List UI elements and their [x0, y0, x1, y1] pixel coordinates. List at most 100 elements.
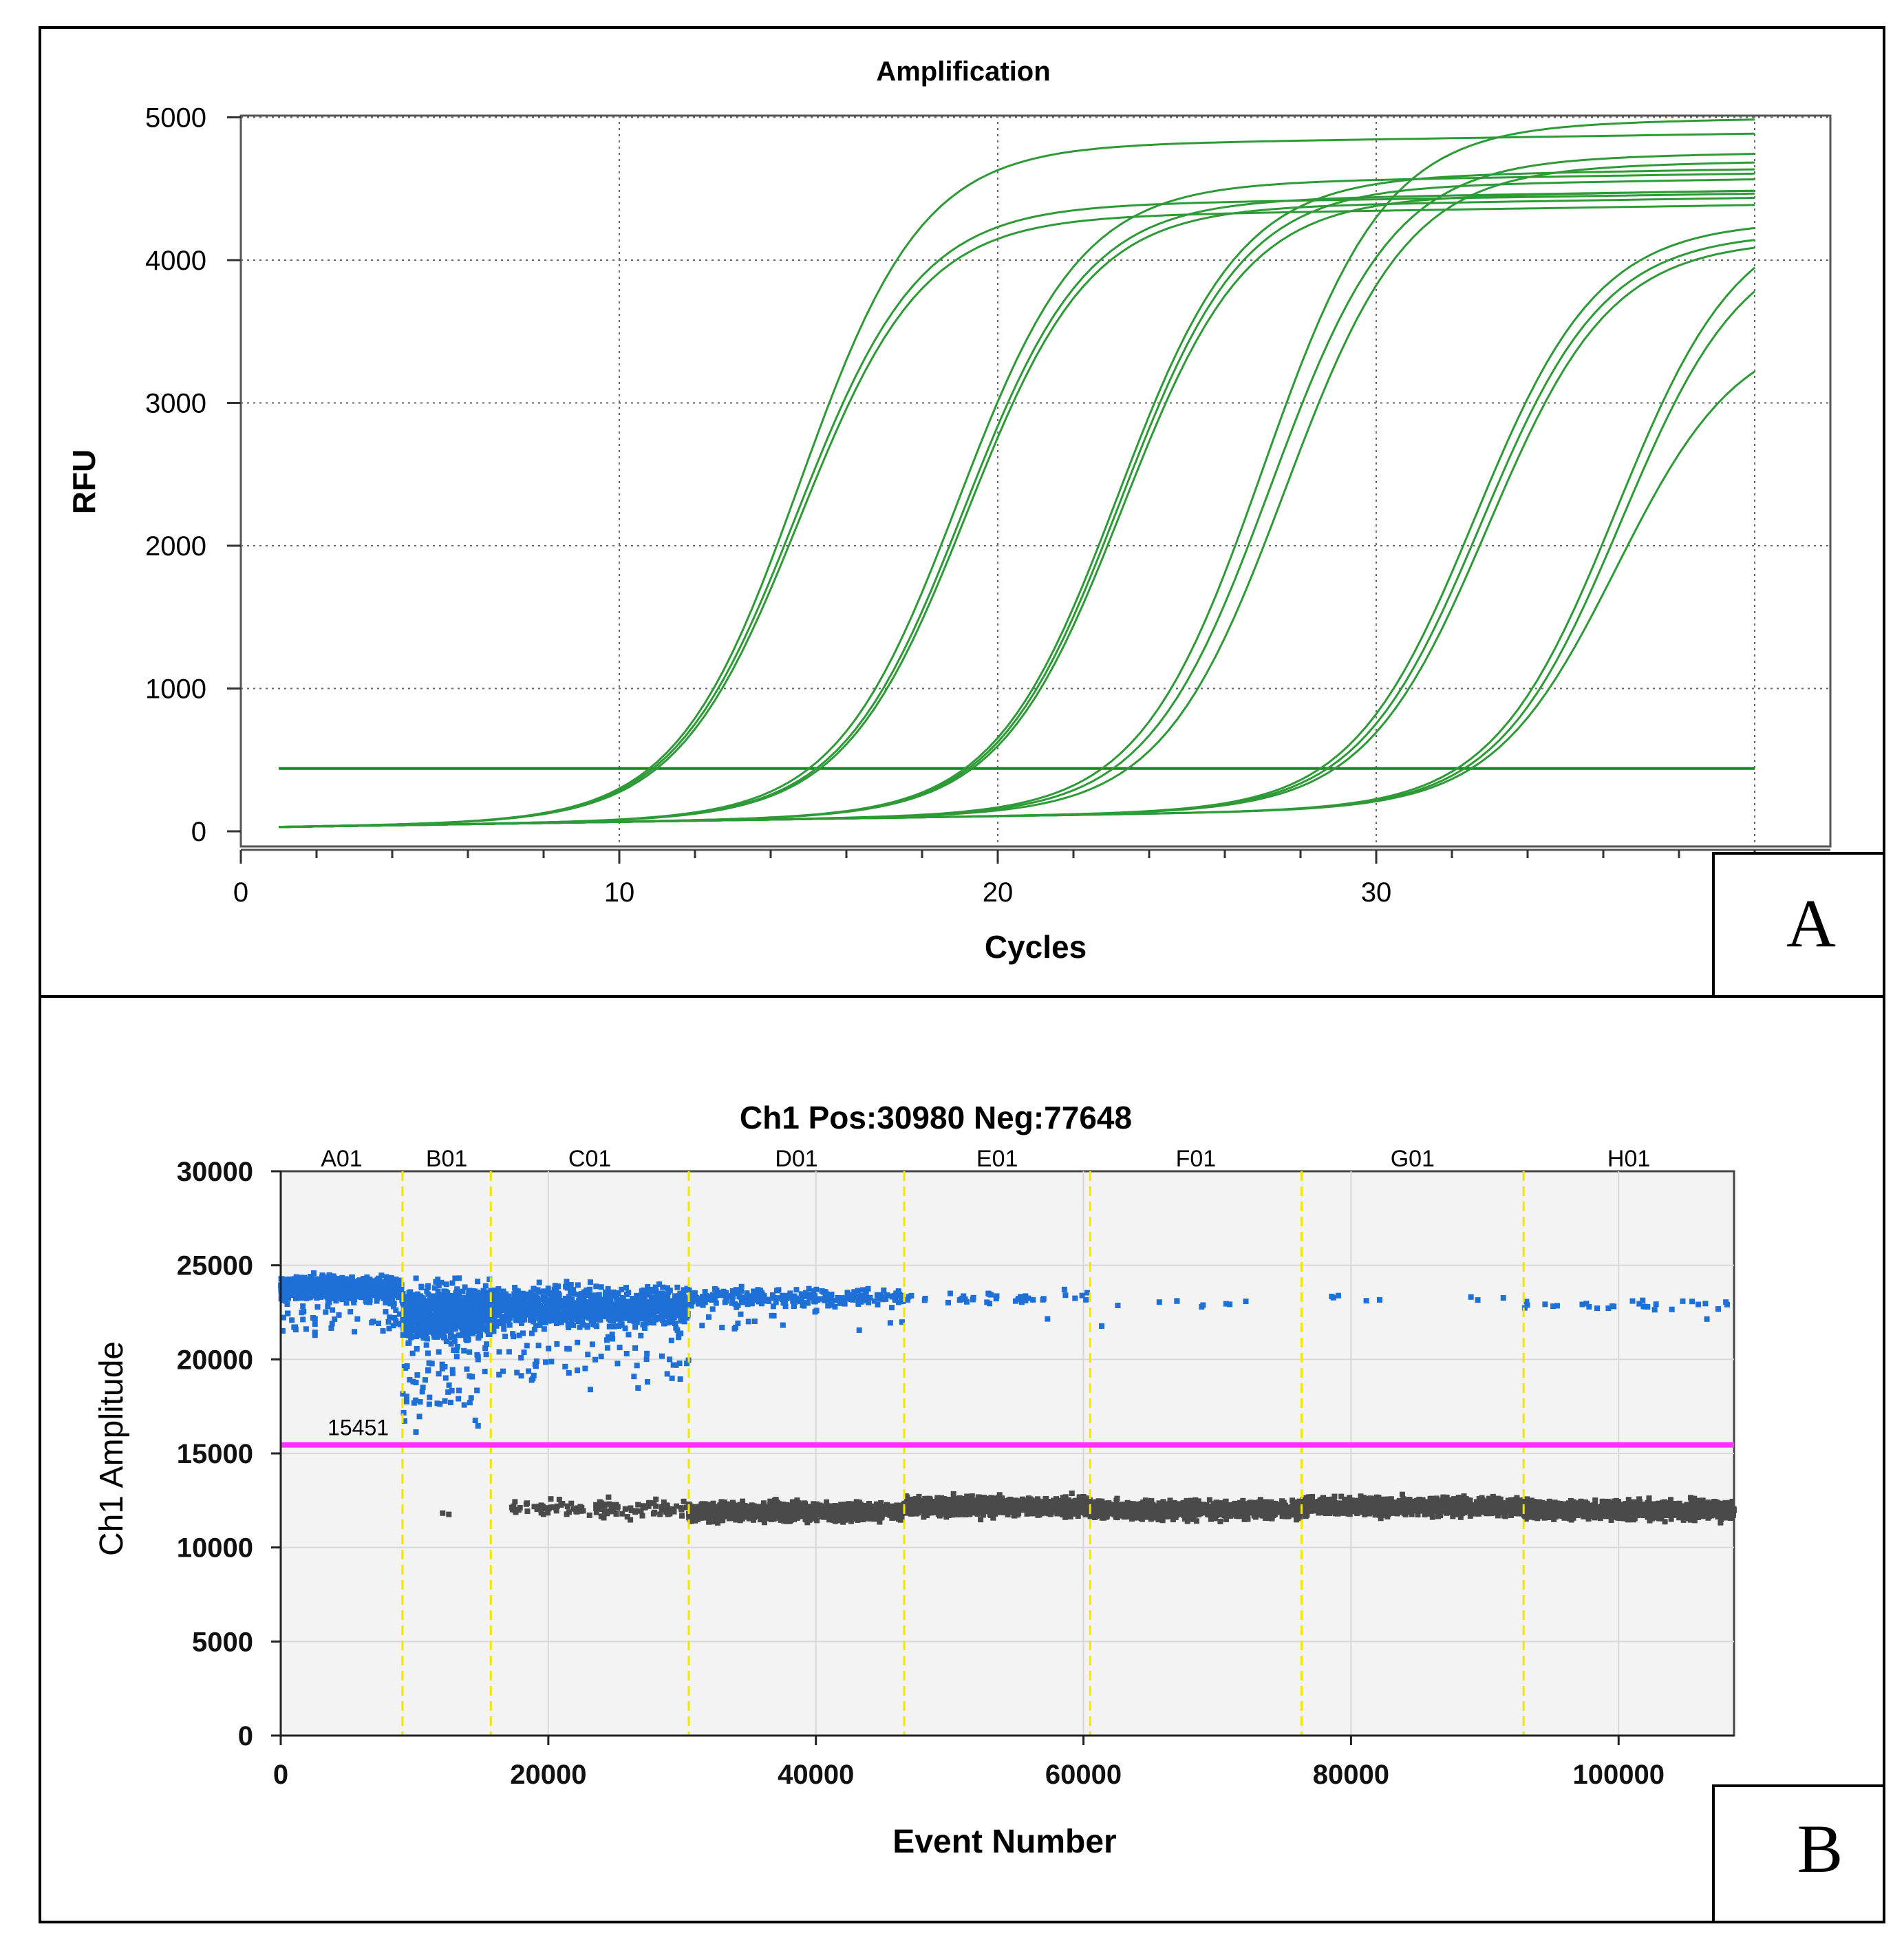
positive-droplet: [828, 1302, 835, 1308]
positive-droplet: [622, 1315, 628, 1321]
positive-droplet: [493, 1323, 500, 1329]
positive-droplet: [461, 1308, 467, 1314]
positive-droplet: [629, 1309, 635, 1315]
positive-droplet: [483, 1352, 489, 1358]
positive-droplet: [550, 1312, 557, 1319]
positive-droplet: [425, 1367, 431, 1373]
negative-droplet: [650, 1500, 656, 1506]
positive-droplet: [566, 1346, 572, 1352]
negative-droplet: [540, 1511, 546, 1517]
positive-droplet: [369, 1320, 375, 1326]
positive-droplet: [526, 1368, 532, 1374]
positive-droplet: [407, 1376, 413, 1383]
positive-droplet: [536, 1279, 542, 1285]
positive-droplet: [419, 1304, 425, 1310]
positive-droplet: [623, 1285, 629, 1291]
positive-droplet: [312, 1332, 318, 1338]
positive-droplet: [546, 1290, 552, 1297]
negative-droplet: [564, 1511, 570, 1517]
positive-droplet: [349, 1292, 355, 1299]
positive-droplet: [532, 1300, 538, 1306]
positive-droplet: [681, 1319, 687, 1325]
positive-droplet: [568, 1307, 575, 1313]
positive-droplet: [403, 1294, 409, 1301]
positive-droplet: [671, 1301, 677, 1308]
positive-droplet: [757, 1288, 763, 1294]
positive-droplet: [684, 1301, 690, 1308]
positive-droplet: [367, 1297, 373, 1303]
positive-droplet: [632, 1345, 639, 1351]
positive-droplet: [528, 1292, 534, 1299]
positive-droplet: [576, 1305, 582, 1312]
negative-droplet: [766, 1512, 772, 1518]
positive-droplet: [512, 1288, 518, 1294]
positive-droplet: [625, 1290, 632, 1296]
positive-droplet: [496, 1292, 502, 1298]
positive-droplet: [436, 1283, 442, 1289]
negative-droplet: [645, 1503, 652, 1509]
negative-droplet: [612, 1502, 619, 1508]
positive-droplet: [442, 1364, 448, 1370]
positive-droplet: [481, 1324, 487, 1330]
positive-droplet: [509, 1302, 515, 1308]
positive-droplet: [438, 1279, 445, 1285]
positive-droplet: [674, 1284, 681, 1290]
positive-droplet: [527, 1317, 533, 1323]
positive-droplet: [448, 1341, 454, 1347]
positive-droplet: [330, 1273, 336, 1279]
positive-droplet: [393, 1307, 399, 1313]
negative-droplet: [622, 1506, 628, 1512]
amplification-curve: [278, 370, 1755, 829]
positive-droplet: [593, 1283, 599, 1290]
positive-droplet: [390, 1323, 396, 1329]
negative-droplet: [663, 1509, 669, 1515]
panel-a-letter: A: [1786, 885, 1836, 961]
positive-droplet: [443, 1338, 449, 1345]
positive-droplet: [532, 1305, 538, 1312]
positive-droplet: [363, 1298, 369, 1304]
positive-droplet: [429, 1323, 435, 1330]
positive-droplet: [436, 1300, 442, 1306]
positive-droplet: [329, 1321, 335, 1327]
positive-droplet: [542, 1319, 548, 1325]
positive-droplet: [751, 1319, 758, 1325]
positive-droplet: [576, 1311, 582, 1317]
negative-droplet: [794, 1497, 800, 1504]
positive-droplet: [806, 1285, 812, 1292]
positive-droplet: [380, 1327, 386, 1334]
positive-droplet: [677, 1308, 683, 1314]
positive-droplet: [568, 1311, 574, 1317]
positive-droplet: [410, 1378, 416, 1385]
negative-droplet: [721, 1499, 727, 1505]
positive-droplet: [640, 1316, 646, 1322]
positive-droplet: [596, 1292, 602, 1298]
positive-droplet: [424, 1336, 430, 1342]
positive-droplet: [533, 1358, 539, 1365]
positive-droplet: [654, 1308, 661, 1314]
positive-droplet: [745, 1301, 751, 1308]
positive-droplet: [456, 1290, 462, 1296]
negative-droplet: [512, 1499, 518, 1505]
positive-droplet: [605, 1297, 611, 1303]
positive-droplet: [541, 1288, 547, 1294]
positive-droplet: [740, 1296, 746, 1302]
positive-droplet: [528, 1312, 534, 1319]
positive-droplet: [580, 1303, 586, 1310]
negative-droplet: [545, 1510, 551, 1516]
positive-droplet: [546, 1308, 553, 1314]
positive-droplet: [467, 1400, 473, 1406]
positive-droplet: [652, 1284, 659, 1290]
positive-droplet: [655, 1302, 661, 1308]
positive-droplet: [325, 1295, 331, 1301]
positive-droplet: [564, 1305, 570, 1312]
positive-droplet: [619, 1286, 625, 1292]
negative-droplet: [608, 1508, 614, 1515]
positive-droplet: [617, 1322, 623, 1328]
positive-droplet: [641, 1296, 648, 1302]
positive-droplet: [442, 1334, 448, 1341]
positive-droplet: [465, 1336, 471, 1343]
positive-droplet: [704, 1294, 710, 1300]
positive-droplet: [329, 1283, 335, 1290]
positive-droplet: [484, 1301, 491, 1308]
